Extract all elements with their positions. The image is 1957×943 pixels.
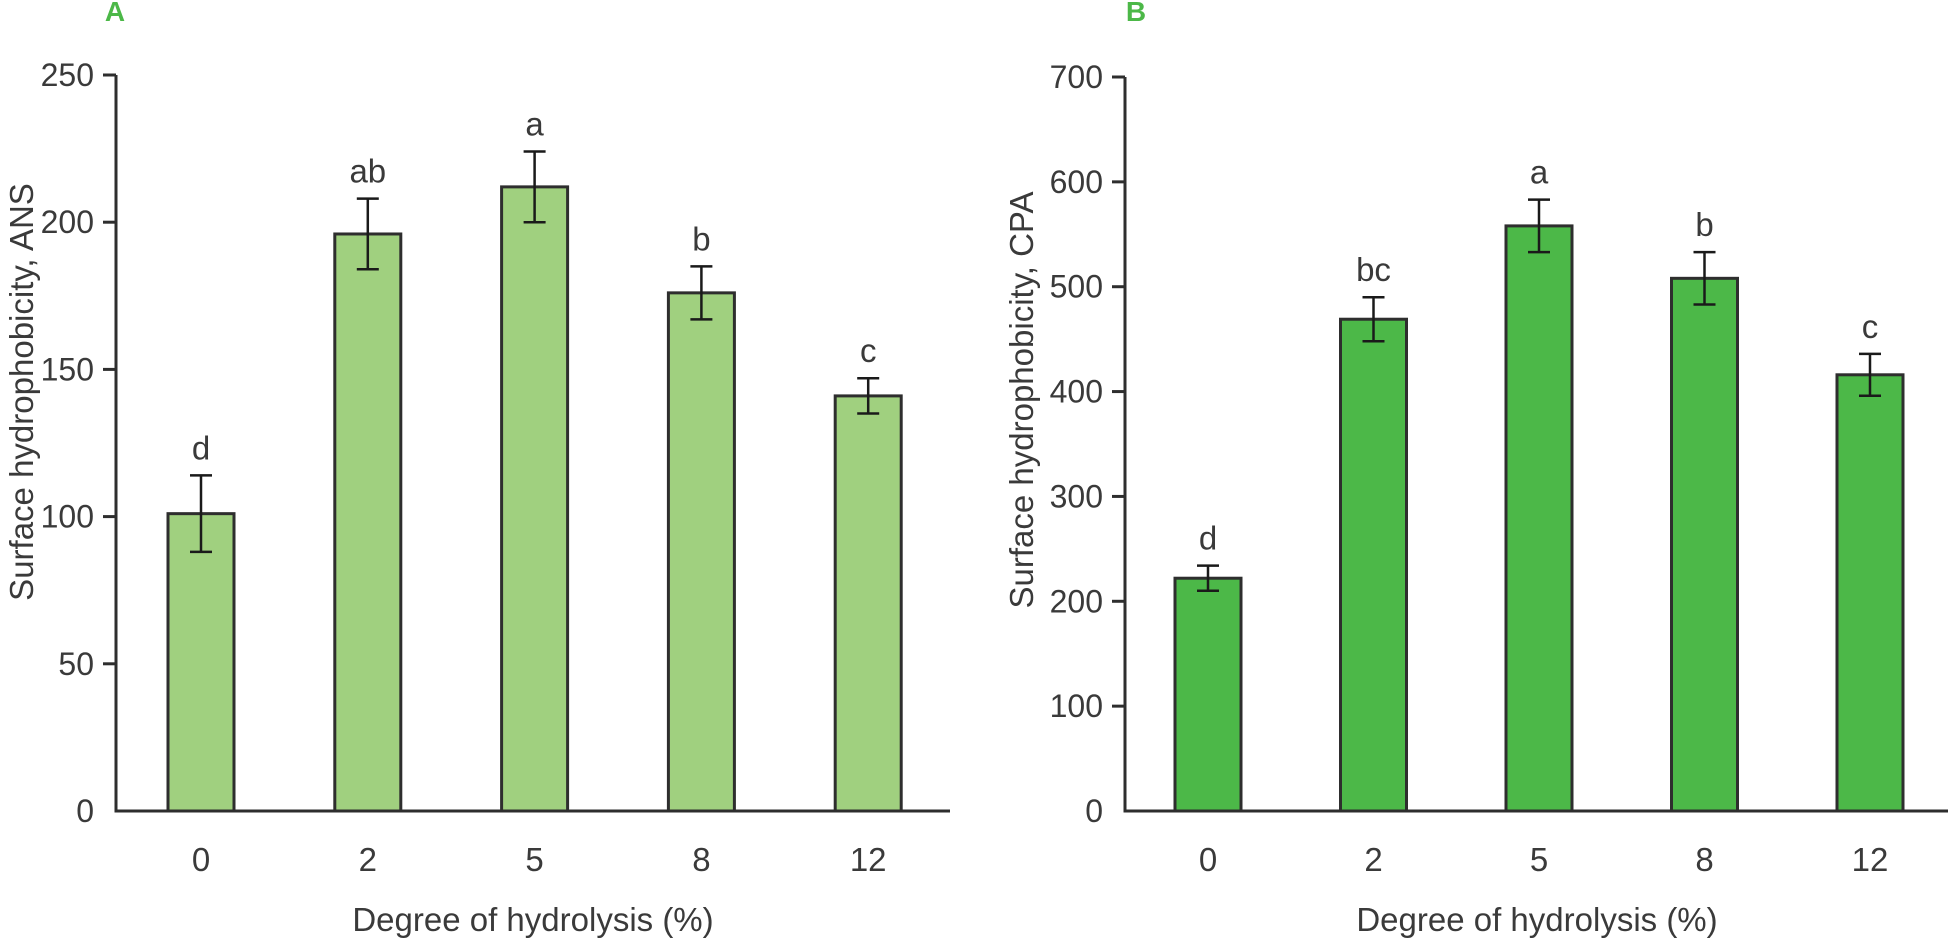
bar-a-5 bbox=[500, 185, 570, 813]
panel-letter-a: A bbox=[104, 0, 126, 27]
bar-a-2 bbox=[333, 232, 403, 813]
y-tick-label-b-700: 700 bbox=[1050, 59, 1103, 95]
x-tick-label-a-0: 0 bbox=[192, 841, 210, 878]
x-tick-label-b-5: 5 bbox=[1530, 841, 1548, 878]
x-tick-label-a-5: 5 bbox=[525, 841, 543, 878]
sig-letter-b-12: c bbox=[1862, 308, 1879, 345]
sig-letter-b-8: b bbox=[1695, 206, 1713, 243]
y-tick-label-b-100: 100 bbox=[1050, 688, 1103, 724]
bar-b-12 bbox=[1835, 373, 1905, 813]
sig-letter-b-5: a bbox=[1530, 154, 1549, 191]
y-axis-title-ans: Surface hydrophobicity, ANS bbox=[3, 183, 40, 601]
x-tick-label-b-0: 0 bbox=[1199, 841, 1217, 878]
y-tick-label-a-0: 0 bbox=[76, 793, 94, 829]
y-axis-title-cpa: Surface hydrophobicity, CPA bbox=[1003, 191, 1040, 609]
bar-a-0 bbox=[166, 512, 236, 813]
bar-a-8 bbox=[666, 291, 736, 813]
x-tick-label-b-8: 8 bbox=[1695, 841, 1713, 878]
bar-b-8 bbox=[1670, 276, 1739, 813]
y-tick-label-a-150: 150 bbox=[41, 351, 94, 387]
y-tick-label-b-500: 500 bbox=[1050, 269, 1103, 305]
x-axis-title-right: Degree of hydrolysis (%) bbox=[1356, 901, 1718, 938]
y-tick-label-a-250: 250 bbox=[41, 57, 94, 93]
y-tick-label-b-0: 0 bbox=[1085, 793, 1103, 829]
sig-letter-b-0: d bbox=[1199, 520, 1217, 557]
panel-letter-b: B bbox=[1125, 0, 1147, 27]
y-tick-label-b-300: 300 bbox=[1050, 478, 1103, 514]
sig-letter-b-2: bc bbox=[1356, 251, 1391, 288]
y-tick-label-b-200: 200 bbox=[1050, 583, 1103, 619]
sig-letter-a-2: ab bbox=[349, 153, 386, 190]
sig-letter-a-0: d bbox=[192, 429, 210, 466]
sig-letter-a-12: c bbox=[860, 332, 877, 369]
bar-b-5 bbox=[1504, 224, 1574, 813]
bar-b-2 bbox=[1339, 317, 1408, 813]
y-tick-label-b-600: 600 bbox=[1050, 164, 1103, 200]
x-tick-label-b-2: 2 bbox=[1364, 841, 1382, 878]
x-tick-label-a-12: 12 bbox=[850, 841, 887, 878]
y-tick-label-a-100: 100 bbox=[41, 499, 94, 535]
y-tick-label-a-50: 50 bbox=[58, 646, 94, 682]
bar-a-12 bbox=[833, 394, 903, 813]
y-tick-label-b-400: 400 bbox=[1050, 374, 1103, 410]
bar-b-0 bbox=[1173, 576, 1243, 813]
y-tick-label-a-200: 200 bbox=[41, 204, 94, 240]
x-tick-label-b-12: 12 bbox=[1852, 841, 1889, 878]
x-tick-label-a-2: 2 bbox=[359, 841, 377, 878]
sig-letter-a-5: a bbox=[525, 106, 544, 143]
sig-letter-a-8: b bbox=[692, 220, 710, 257]
x-axis-title-left: Degree of hydrolysis (%) bbox=[352, 901, 714, 938]
x-tick-label-a-8: 8 bbox=[692, 841, 710, 878]
